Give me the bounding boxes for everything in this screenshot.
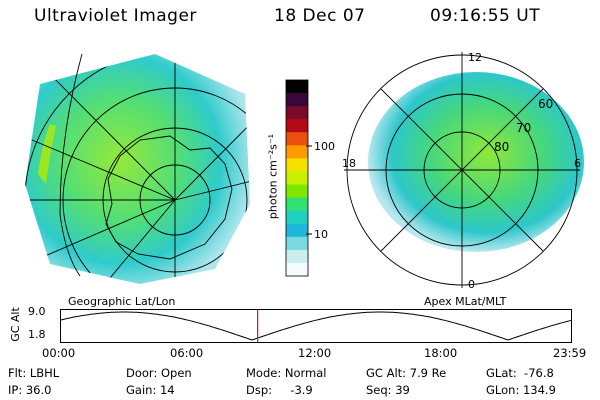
colorbar-band [286, 171, 308, 186]
mlt-label-0: 0 [468, 278, 475, 291]
time-label: 09:16:55 UT [430, 6, 541, 26]
glon-readout: GLon: 134.9 [486, 383, 556, 397]
colorbar-band [286, 184, 308, 199]
gain-readout: Gain: 14 [126, 383, 175, 397]
colorbar [285, 79, 312, 277]
xtick-0000: 00:00 [42, 346, 76, 360]
xtick-2359: 23:59 [553, 346, 587, 360]
colorbar-band [286, 197, 308, 212]
filter-readout: Flt: LBHL [8, 366, 60, 380]
colorbar-band [286, 93, 308, 107]
seq-readout: Seq: 39 [366, 383, 410, 397]
altitude-curve [60, 311, 572, 341]
colorbar-tick-10: 10 [314, 228, 328, 241]
mlat-label-70: 70 [516, 121, 531, 135]
strip-ylabel: GC Alt [8, 307, 22, 342]
colorbar-tick-100: 100 [314, 140, 335, 153]
colorbar-unit-label: photon cm⁻²s⁻¹ [266, 133, 280, 220]
geo-caption: Geographic Lat/Lon [68, 295, 176, 308]
apex-caption: Apex MLat/MLT [424, 295, 507, 308]
colorbar-band [286, 119, 308, 133]
mlat-label-60: 60 [538, 97, 553, 111]
date-label: 18 Dec 07 [274, 6, 366, 26]
apex-image: 12 18 6 0 60 70 80 [342, 52, 584, 291]
glat-readout: GLat: -76.8 [486, 366, 554, 380]
instrument-title: Ultraviolet Imager [34, 6, 197, 26]
altitude-strip [60, 309, 572, 343]
door-readout: Door: Open [126, 366, 192, 380]
xtick-1200: 12:00 [298, 346, 332, 360]
mode-readout: Mode: Normal [246, 366, 327, 380]
mlat-label-80: 80 [494, 140, 509, 154]
dsp-readout: Dsp: -3.9 [246, 383, 313, 397]
geographic-image [25, 54, 250, 284]
apex-emission-region [368, 72, 584, 252]
xtick-1800: 18:00 [424, 346, 458, 360]
mlt-label-12: 12 [468, 52, 482, 64]
gc-alt-readout: GC Alt: 7.9 Re [366, 366, 447, 380]
mlt-label-6: 6 [574, 157, 581, 170]
geo-bright-arc [38, 124, 56, 184]
xtick-0600: 06:00 [170, 346, 204, 360]
colorbar-band [286, 236, 308, 251]
geo-emission-region [25, 54, 250, 284]
colorbar-band [286, 145, 308, 159]
colorbar-band [286, 158, 308, 172]
ip-readout: IP: 36.0 [8, 383, 52, 397]
colorbar-band [286, 223, 308, 238]
colorbar-band [286, 249, 308, 264]
colorbar-band [286, 80, 308, 94]
colorbar-band [286, 262, 308, 277]
colorbar-band [286, 210, 308, 225]
mlt-label-18: 18 [342, 157, 356, 170]
antarctica-coastline [105, 135, 233, 260]
colorbar-band [286, 106, 308, 120]
strip-ytick-bottom: 1.8 [28, 328, 46, 341]
strip-ytick-top: 9.0 [28, 305, 46, 318]
colorbar-band [286, 132, 308, 146]
